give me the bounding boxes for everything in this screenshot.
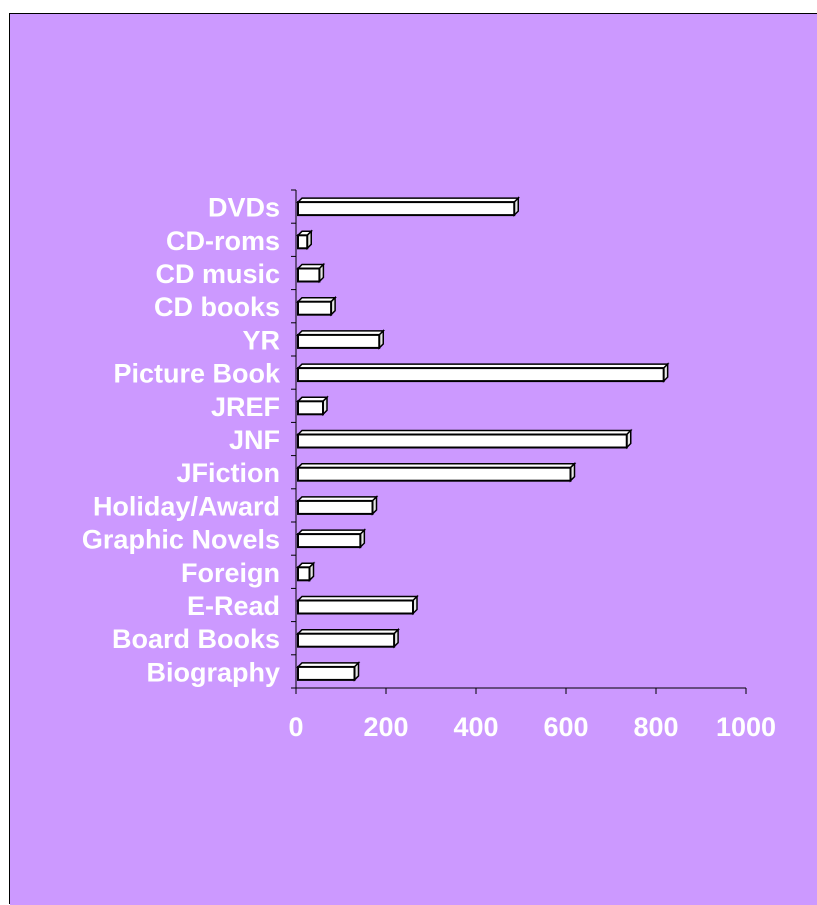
bar — [296, 627, 400, 649]
bar-front-face — [297, 367, 665, 383]
bar-front-face — [297, 533, 362, 549]
bar — [296, 395, 329, 417]
bar — [296, 229, 314, 251]
category-label: Biography — [146, 657, 280, 687]
bar-front-face — [297, 267, 321, 283]
value-tick-label: 200 — [363, 712, 408, 742]
category-label: CD-roms — [166, 226, 280, 256]
bar-front-face — [297, 632, 396, 648]
bar — [296, 329, 386, 350]
category-label: Foreign — [181, 558, 280, 588]
bar-front-face — [297, 665, 356, 681]
bar-front-face — [297, 234, 309, 250]
category-label: DVDs — [208, 193, 280, 223]
category-label: E-Read — [187, 591, 280, 621]
category-label: JNF — [229, 425, 280, 455]
chart-frame: DVDs CD-roms CD music CD books YR Picture Boo… — [9, 13, 817, 905]
value-tick-label: 800 — [633, 712, 678, 742]
chart-background — [10, 14, 817, 905]
bars-layer — [296, 196, 670, 682]
bar-front-face — [297, 300, 333, 316]
bar — [296, 594, 419, 616]
axes-layer — [291, 189, 747, 694]
category-label: YR — [242, 325, 280, 355]
bar — [296, 196, 521, 217]
bar-front-face — [297, 333, 381, 349]
bar — [296, 362, 670, 383]
bar — [296, 428, 633, 450]
category-label: Holiday/Award — [93, 491, 280, 521]
value-tick-label: 400 — [453, 712, 498, 742]
category-label: JFiction — [176, 458, 280, 488]
category-label: Board Books — [112, 624, 280, 654]
category-label: CD music — [155, 259, 280, 289]
bar — [296, 461, 577, 483]
bar — [296, 561, 316, 583]
bar — [296, 295, 337, 317]
value-tick-label: 600 — [543, 712, 588, 742]
bar-front-face — [297, 566, 311, 582]
category-label: Picture Book — [113, 359, 281, 389]
bar-front-face — [297, 201, 516, 217]
category-label: CD books — [154, 292, 280, 322]
bar-front-face — [297, 466, 572, 482]
category-label: JREF — [211, 392, 280, 422]
bar-front-face — [297, 433, 628, 449]
bar — [296, 262, 326, 284]
bar — [296, 528, 367, 549]
bar-front-face — [297, 499, 374, 515]
bar-front-face — [297, 400, 324, 416]
bar — [296, 495, 379, 516]
bar-front-face — [297, 599, 414, 615]
value-tick-label: 1000 — [716, 712, 776, 742]
bar — [296, 661, 361, 682]
value-tick-label: 0 — [288, 712, 303, 742]
category-label: Graphic Novels — [82, 525, 280, 555]
